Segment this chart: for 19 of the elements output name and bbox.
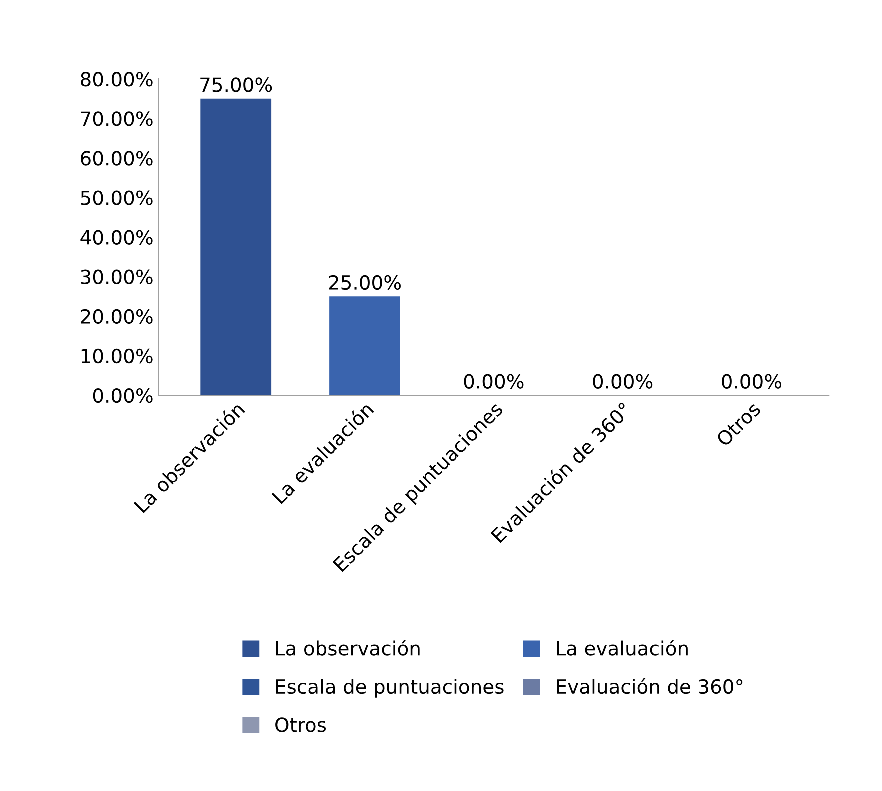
data-label: 0.00% — [464, 374, 524, 389]
y-tick-label: 60.00% — [81, 151, 153, 166]
y-tick-label: 70.00% — [81, 112, 153, 126]
legend-label: Escala de puntuaciones — [276, 679, 504, 698]
y-tick-label: 0.00% — [93, 388, 153, 404]
legend-label: Otros — [276, 718, 326, 732]
y-tick-label: 30.00% — [81, 270, 153, 285]
data-label: 0.00% — [722, 374, 782, 389]
y-tick-label: 80.00% — [81, 72, 153, 87]
y-tick-label: 10.00% — [82, 348, 153, 364]
data-label: 0.00% — [593, 374, 653, 389]
data-label: 75.00% — [200, 78, 272, 92]
data-label: 25.00% — [329, 275, 402, 290]
legend-label: La observación — [276, 640, 420, 656]
y-tick-label: 50.00% — [81, 190, 153, 206]
y-tick-label: 40.00% — [80, 230, 153, 245]
y-tick-label: 20.00% — [81, 309, 153, 324]
legend-label: Evaluación de 360° — [557, 678, 743, 694]
legend-label: La evaluación — [557, 640, 688, 656]
